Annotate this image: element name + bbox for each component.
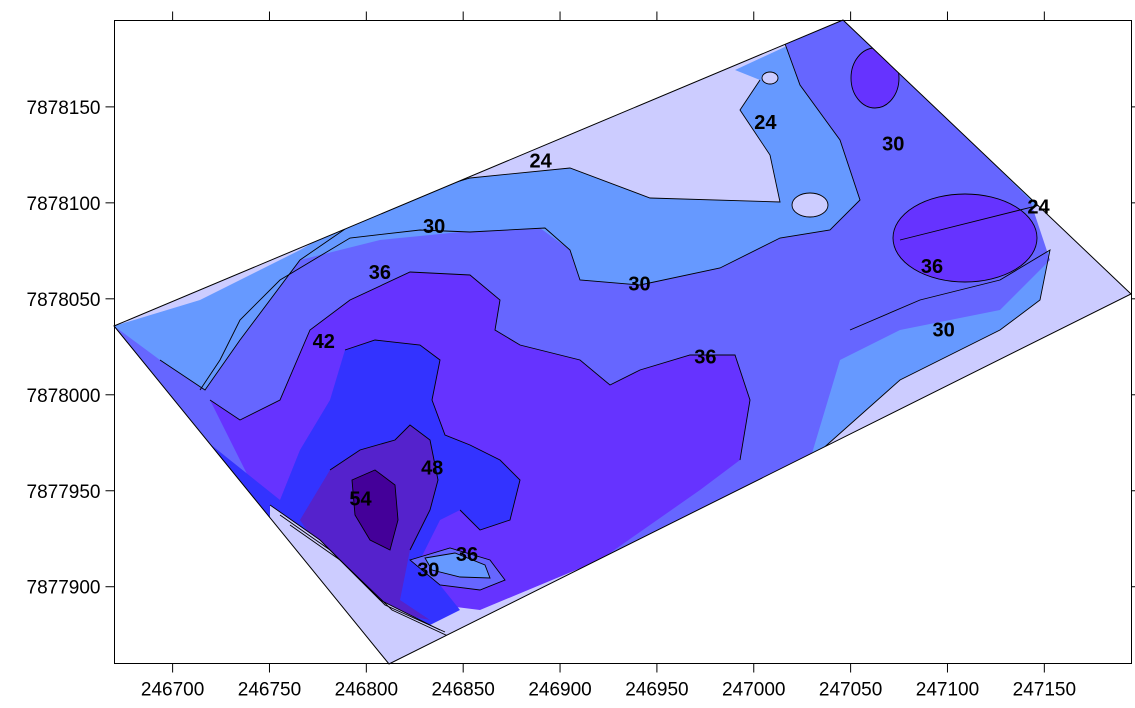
- x-tick-label: 246950: [625, 680, 688, 701]
- y-tick-label: 7878050: [27, 290, 101, 311]
- contour-label: 36: [369, 262, 391, 284]
- y-tick-label: 7877950: [27, 482, 101, 503]
- contour-label: 30: [882, 133, 904, 155]
- contour-label: 24: [754, 112, 777, 134]
- contour-label: 54: [349, 488, 372, 510]
- contour-label: 30: [932, 320, 954, 342]
- x-tick-label: 247000: [722, 680, 785, 701]
- x-axis-tick-labels: 246700 246750 246800 246850 246900 246950 2470…: [141, 680, 1076, 701]
- y-tick-label: 7878100: [27, 194, 101, 215]
- contour-label: 36: [694, 346, 716, 368]
- axis-ticks: [105, 11, 1135, 673]
- contour-label: 48: [421, 458, 443, 480]
- contour-label: 30: [423, 216, 445, 238]
- contour-label: 42: [313, 331, 335, 353]
- x-tick-label: 246700: [141, 680, 204, 701]
- contour-lines: [159, 29, 1121, 637]
- contour-label: 36: [456, 544, 478, 566]
- x-tick-label: 247100: [916, 680, 979, 701]
- plot-frame: [114, 20, 1132, 664]
- zone-white-hole-north: [762, 72, 778, 84]
- contour-label: 24: [1027, 197, 1050, 219]
- contour-label: 30: [417, 559, 439, 581]
- x-tick-label: 247150: [1013, 680, 1076, 701]
- y-tick-label: 7877900: [27, 578, 101, 599]
- x-tick-label: 246800: [335, 680, 398, 701]
- contour-labels: 24 24 24 30 30 30 30 30 36 36 36 36 42 48 54: [313, 112, 1051, 581]
- contour-label: 24: [530, 151, 553, 173]
- zone-36-42-east: [893, 194, 1037, 282]
- contour-label: 30: [628, 273, 650, 295]
- x-tick-label: 246850: [431, 680, 494, 701]
- x-tick-label: 246900: [528, 680, 591, 701]
- y-tick-label: 7878000: [27, 386, 101, 407]
- y-tick-label: 7878150: [27, 98, 101, 119]
- zone-southwest-corner: [270, 505, 450, 664]
- x-tick-label: 247050: [819, 680, 882, 701]
- zone-above-54: [352, 470, 398, 550]
- zone-white-hole-center: [792, 193, 828, 217]
- contour-label: 36: [921, 256, 943, 278]
- y-axis-tick-labels: 7877900 7877950 7878000 7878050 7878100 78781…: [27, 98, 101, 599]
- zone-36-42-north: [851, 48, 899, 108]
- x-tick-label: 246750: [238, 680, 301, 701]
- zone-inner-24-30-south: [425, 553, 490, 578]
